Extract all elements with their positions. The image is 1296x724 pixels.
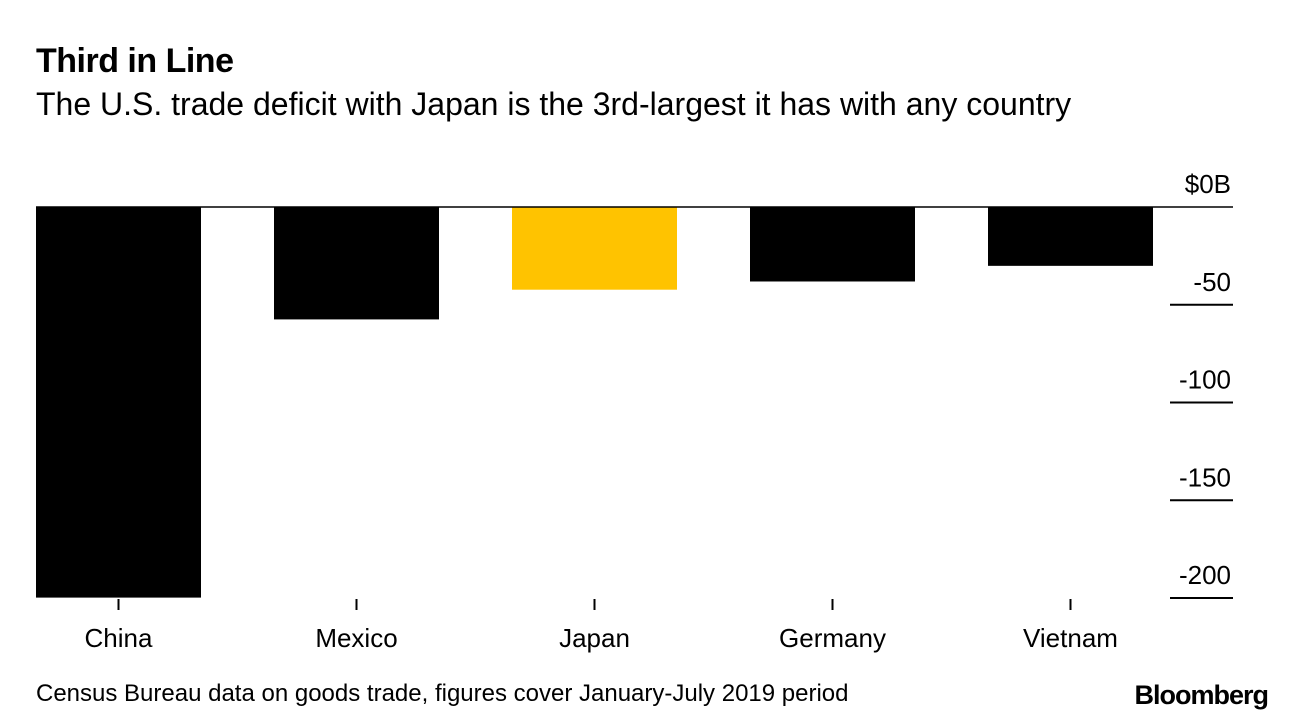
chart-subtitle: The U.S. trade deficit with Japan is the…	[36, 86, 1072, 122]
chart-title: Third in Line	[36, 42, 234, 80]
source-note: Census Bureau data on goods trade, figur…	[36, 680, 849, 707]
bar-china	[36, 207, 201, 598]
x-label-vietnam: Vietnam	[1023, 623, 1118, 653]
x-label-germany: Germany	[779, 623, 886, 653]
bar-mexico	[274, 207, 439, 320]
bar-japan	[512, 207, 677, 290]
bloomberg-logo: Bloomberg	[1134, 680, 1269, 710]
y-tick-label: -150	[1179, 462, 1231, 492]
y-tick-label: $0B	[1185, 169, 1231, 199]
y-tick-label: -100	[1179, 365, 1231, 395]
x-label-mexico: Mexico	[315, 623, 397, 653]
bar-germany	[750, 207, 915, 282]
x-label-japan: Japan	[559, 623, 630, 653]
y-tick-label: -50	[1193, 267, 1231, 297]
y-tick-label: -200	[1179, 560, 1231, 590]
x-label-china: China	[85, 623, 153, 653]
bar-chart: China Mexico Japan Germany Vietnam $0B -50 -100…	[36, 169, 1233, 653]
bar-vietnam	[988, 207, 1153, 266]
